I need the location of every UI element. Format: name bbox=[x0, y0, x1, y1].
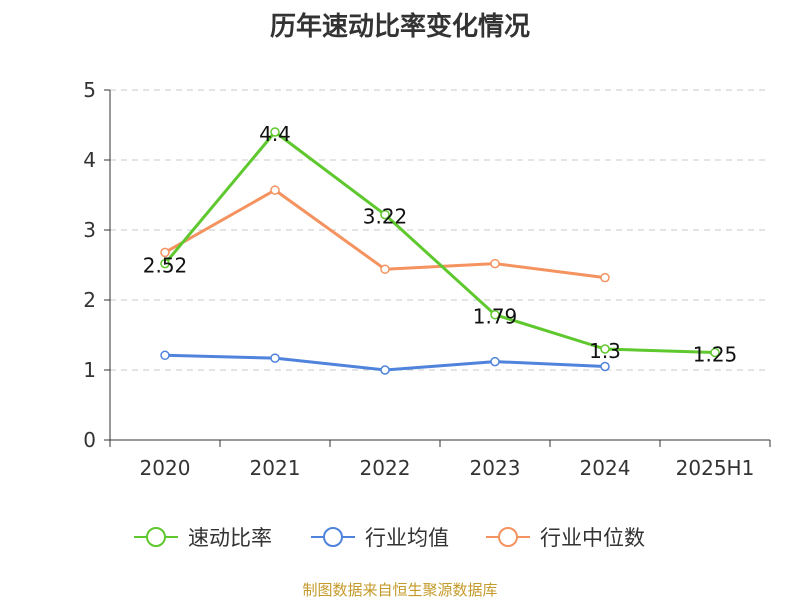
x-tick-label: 2024 bbox=[580, 456, 631, 480]
data-point bbox=[490, 309, 500, 320]
legend-label: 速动比率 bbox=[188, 526, 272, 550]
legend-label: 行业中位数 bbox=[540, 526, 645, 550]
data-point bbox=[160, 258, 170, 269]
y-tick-label: 1 bbox=[83, 358, 96, 382]
data-point bbox=[160, 350, 170, 361]
series-layer bbox=[160, 127, 720, 375]
data-label: 4.4 bbox=[259, 122, 291, 146]
data-point bbox=[600, 272, 610, 283]
data-point bbox=[270, 127, 280, 137]
data-label: 1.79 bbox=[473, 305, 518, 329]
data-labels: 2.52 4.4 3.22 1.79 1.3 1.25 bbox=[143, 122, 738, 367]
data-point bbox=[710, 347, 720, 358]
data-point bbox=[380, 209, 390, 220]
legend: 速动比率 行业均值 行业中位数 bbox=[134, 526, 645, 550]
data-point bbox=[160, 247, 170, 258]
legend-marker bbox=[146, 527, 166, 547]
data-label: 1.25 bbox=[693, 343, 738, 367]
axes: 0 1 2 3 4 5 2020 2021 2022 2023 2024 2025H1 bbox=[83, 78, 771, 480]
x-tick-label: 2025H1 bbox=[676, 456, 755, 480]
data-point bbox=[380, 365, 390, 375]
y-tick-label: 5 bbox=[83, 78, 96, 102]
x-tick-label: 2022 bbox=[360, 456, 411, 480]
x-tick-label: 2020 bbox=[140, 456, 191, 480]
series-line bbox=[163, 130, 716, 354]
y-tick-label: 0 bbox=[83, 428, 96, 452]
legend-label: 行业均值 bbox=[365, 526, 449, 550]
data-label: 3.22 bbox=[363, 205, 408, 229]
y-tick-label: 3 bbox=[83, 218, 96, 242]
chart-title: 历年速动比率变化情况 bbox=[269, 12, 530, 42]
data-label: 2.52 bbox=[143, 254, 188, 278]
x-tick-label: 2023 bbox=[470, 456, 521, 480]
legend-marker bbox=[498, 527, 518, 547]
grid-lines bbox=[110, 89, 770, 371]
data-point bbox=[490, 356, 500, 367]
data-point bbox=[380, 264, 390, 274]
data-point bbox=[600, 344, 610, 354]
legend-marker bbox=[323, 527, 343, 547]
data-point bbox=[600, 361, 610, 372]
data-point bbox=[270, 185, 280, 195]
data-point bbox=[270, 353, 280, 363]
data-label: 1.3 bbox=[589, 339, 621, 363]
data-point bbox=[490, 258, 500, 269]
y-tick-label: 4 bbox=[83, 148, 96, 172]
source-note: 制图数据来自恒生聚源数据库 bbox=[302, 581, 498, 599]
x-tick-label: 2021 bbox=[250, 456, 301, 480]
y-tick-label: 2 bbox=[83, 288, 96, 312]
